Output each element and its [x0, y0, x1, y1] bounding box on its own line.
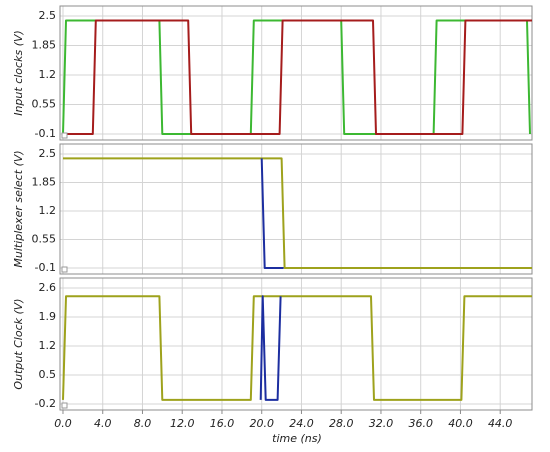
x-tick-label: 36.0 [408, 417, 433, 430]
x-tick-label: 8.0 [134, 417, 152, 430]
series-line-2 [260, 158, 284, 269]
y-tick-label: -0.1 [35, 261, 56, 274]
series-line-2 [259, 295, 282, 401]
x-tick-label: 16.0 [210, 417, 235, 430]
series-line-1 [62, 295, 532, 401]
y-tick-label: -0.2 [35, 397, 56, 410]
panel-marker [61, 266, 68, 273]
y-tick-label: 1.85 [32, 39, 57, 52]
y-tick-label: 0.5 [39, 368, 57, 381]
x-tick-label: 44.0 [488, 417, 513, 430]
series-line-2 [65, 19, 532, 135]
x-tick-label: 12.0 [170, 417, 195, 430]
series-line-1 [62, 19, 531, 135]
y-tick-label: 1.2 [39, 339, 57, 352]
y-tick-label: 2.6 [39, 281, 57, 294]
y-tick-label: 2.5 [39, 147, 57, 160]
x-tick-label: 4.0 [94, 417, 112, 430]
panel-frame [59, 143, 533, 275]
x-axis-label: time (ns) [272, 432, 322, 445]
panel-3: 2.6 1.9 1.2 0.5 -0.2 Output Clock (V) [12, 277, 533, 411]
x-tick-label: 20.0 [249, 417, 274, 430]
x-tick-label: 24.0 [289, 417, 314, 430]
y-axis-label: Multiplexer select (V) [12, 150, 25, 267]
panels: 2.5 1.85 1.2 0.55 -0.1 Input clocks (V) 2.5 1.8… [12, 5, 533, 411]
x-axis: 0.0 4.0 8.0 12.0 16.0 20.0 24.0 28.0 32.0 36.0 40.… [54, 410, 512, 430]
x-tick-label: 32.0 [369, 417, 394, 430]
y-tick-label: 0.55 [32, 233, 57, 246]
y-axis-label: Input clocks (V) [12, 30, 25, 116]
y-tick-label: 1.9 [39, 310, 57, 323]
y-axis-label: Output Clock (V) [12, 298, 25, 389]
panel-frame [59, 277, 533, 411]
panel-marker [61, 402, 68, 409]
y-tick-label: 0.55 [32, 98, 57, 111]
panel-1: 2.5 1.85 1.2 0.55 -0.1 Input clocks (V) [12, 5, 533, 141]
panel-marker [61, 132, 68, 139]
y-tick-label: -0.1 [35, 127, 56, 140]
y-tick-label: 2.5 [39, 9, 57, 22]
series-line-1 [63, 157, 532, 269]
x-tick-label: 0.0 [54, 417, 72, 430]
y-tick-label: 1.2 [39, 204, 57, 217]
y-tick-label: 1.85 [32, 176, 57, 189]
x-tick-label: 28.0 [329, 417, 354, 430]
x-tick-label: 40.0 [448, 417, 473, 430]
y-tick-label: 1.2 [39, 68, 57, 81]
panel-2: 2.5 1.85 1.2 0.55 -0.1 Multiplexer select (V) [12, 143, 533, 275]
panel-frame [59, 5, 533, 141]
